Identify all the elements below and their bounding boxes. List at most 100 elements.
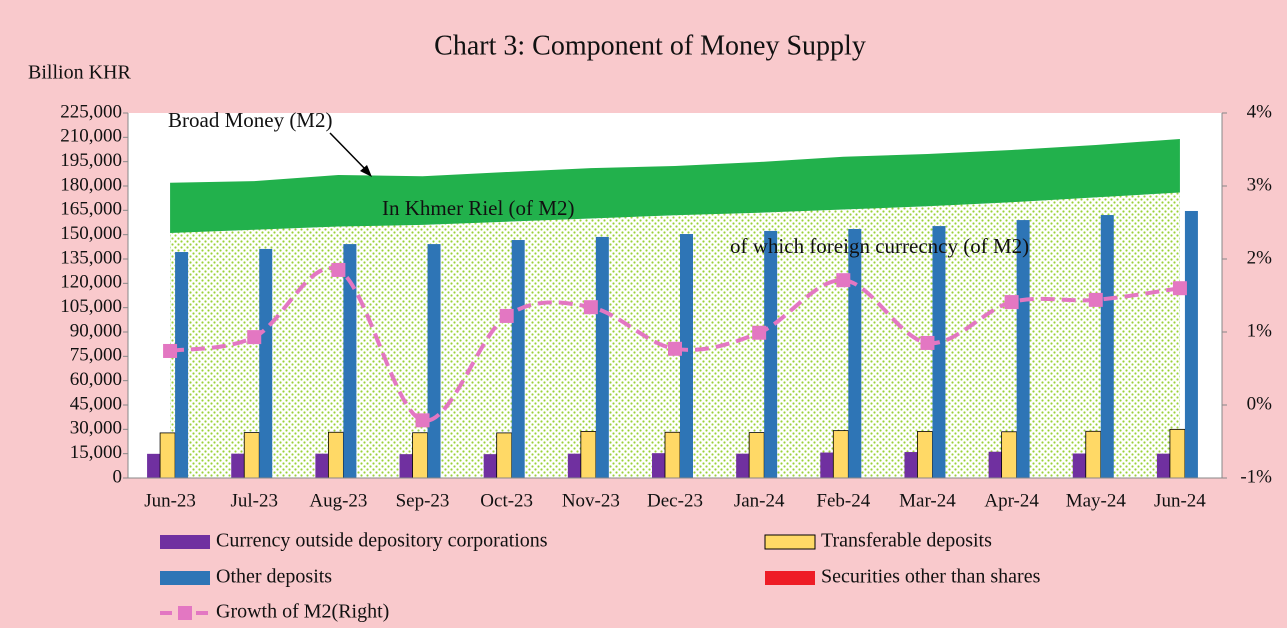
x-tick-label: Nov-23 xyxy=(562,490,620,511)
bar xyxy=(315,453,329,478)
annotation: of which foreign currecncy (of M2) xyxy=(730,234,1029,258)
bar xyxy=(680,234,693,478)
y-tick-label: 15,000 xyxy=(70,442,122,463)
x-tick-label: Jan-24 xyxy=(734,490,785,511)
legend-label: Other deposits xyxy=(216,566,332,588)
bar xyxy=(1156,453,1170,478)
bar xyxy=(243,432,260,479)
y-tick-label: 165,000 xyxy=(60,199,122,220)
growth-marker xyxy=(499,308,514,323)
growth-marker xyxy=(668,341,682,356)
y-tick-label: 120,000 xyxy=(60,272,122,293)
bar xyxy=(175,252,189,478)
chart-title: Chart 3: Component of Money Supply xyxy=(434,30,866,61)
bar xyxy=(580,431,597,479)
growth-marker xyxy=(583,300,598,315)
x-tick-label: Jun-23 xyxy=(144,490,196,511)
growth-marker xyxy=(247,330,262,345)
bar xyxy=(595,236,609,478)
x-tick-label: Sep-23 xyxy=(396,490,450,511)
bar xyxy=(496,432,513,479)
bar xyxy=(427,244,441,478)
x-tick-label: Jun-24 xyxy=(1154,490,1206,511)
bar xyxy=(932,226,946,478)
annotation: In Khmer Riel (of M2) xyxy=(382,196,574,220)
y-tick-label: 30,000 xyxy=(70,418,122,439)
bar xyxy=(567,453,581,478)
bar xyxy=(259,248,273,478)
x-tick-label: Apr-24 xyxy=(984,490,1039,511)
bar xyxy=(343,244,357,478)
growth-marker xyxy=(1172,281,1187,296)
bar xyxy=(147,453,161,478)
bar xyxy=(736,453,750,478)
arrow-head xyxy=(360,165,372,177)
area xyxy=(170,192,1180,478)
bar xyxy=(483,454,497,478)
y-tick-label: 150,000 xyxy=(60,223,122,244)
x-tick-label: Jul-23 xyxy=(230,490,278,511)
y-tick-label: 75,000 xyxy=(70,345,122,366)
legend-swatch xyxy=(178,606,192,620)
bar xyxy=(399,454,413,478)
legend-label: Securities other than shares xyxy=(821,566,1041,588)
y-tick-label: 135,000 xyxy=(60,247,122,268)
bar xyxy=(159,432,176,479)
bar xyxy=(412,432,428,479)
y2-tick-label: 2% xyxy=(1247,247,1273,268)
legend-swatch xyxy=(764,534,816,550)
legend-label: Transferable deposits xyxy=(821,530,992,552)
x-tick-label: Aug-23 xyxy=(309,490,367,511)
y2-tick-label: 3% xyxy=(1247,174,1273,195)
bar xyxy=(1169,428,1186,479)
x-tick-label: Mar-24 xyxy=(899,490,956,511)
growth-marker xyxy=(331,262,346,277)
growth-marker xyxy=(920,335,935,350)
bar xyxy=(1184,210,1198,478)
bar xyxy=(1100,215,1114,478)
legend-swatch xyxy=(160,535,210,549)
annotation: Broad Money (M2) xyxy=(168,108,332,132)
y2-tick-label: 1% xyxy=(1247,320,1273,341)
x-tick-label: May-24 xyxy=(1066,490,1127,511)
legend-swatch xyxy=(160,571,210,585)
x-tick-label: Oct-23 xyxy=(480,490,533,511)
y-tick-label: 210,000 xyxy=(60,126,122,147)
y-tick-label: 60,000 xyxy=(70,369,122,390)
legend-label: Currency outside depository corporations xyxy=(216,530,548,552)
bar xyxy=(652,453,665,478)
bar xyxy=(231,453,245,478)
bar xyxy=(832,430,849,479)
growth-marker xyxy=(836,273,851,288)
bar xyxy=(664,431,681,479)
y-tick-label: 45,000 xyxy=(70,393,122,414)
x-tick-label: Dec-23 xyxy=(647,490,703,511)
y-tick-label: 225,000 xyxy=(60,101,122,122)
legend-swatch xyxy=(765,571,815,585)
bar xyxy=(748,432,765,479)
bar xyxy=(764,230,778,478)
y-axis-label: Billion KHR xyxy=(28,62,131,84)
bar xyxy=(511,240,525,478)
y2-tick-label: 0% xyxy=(1247,393,1273,414)
y-tick-label: 195,000 xyxy=(60,150,122,171)
growth-marker xyxy=(415,413,430,428)
bar xyxy=(917,431,933,479)
x-tick-label: Feb-24 xyxy=(816,490,870,511)
y-tick-label: 0 xyxy=(113,466,123,487)
bar xyxy=(988,451,1002,478)
bar xyxy=(848,228,862,478)
growth-marker xyxy=(1004,295,1019,310)
bar xyxy=(327,431,344,479)
annotation-arrow xyxy=(329,132,369,173)
bar xyxy=(904,452,918,478)
y2-tick-label: 4% xyxy=(1247,101,1273,122)
y-tick-label: 180,000 xyxy=(60,174,122,195)
bar xyxy=(1085,430,1102,479)
growth-marker xyxy=(1088,292,1103,307)
bar xyxy=(1001,431,1018,479)
bar xyxy=(1016,220,1030,479)
y2-tick-label: -1% xyxy=(1240,466,1272,487)
y-tick-label: 90,000 xyxy=(70,320,122,341)
